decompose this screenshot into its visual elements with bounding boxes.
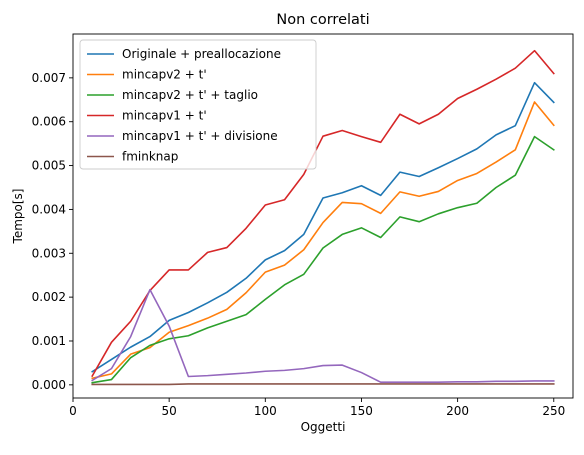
series-line-3 <box>91 135 555 384</box>
y-tick-label: 0.004 <box>32 202 66 216</box>
series-line-1 <box>91 81 555 373</box>
y-axis-title: Tempo[s] <box>11 189 25 245</box>
y-axis: 0.000 0.001 0.002 0.003 0.004 0.005 0.006 0.007 <box>32 71 73 392</box>
x-tick-label: 150 <box>350 404 373 418</box>
y-tick-label: 0.002 <box>32 290 66 304</box>
y-tick-label: 0.000 <box>32 378 66 392</box>
series-line-4 <box>91 49 555 378</box>
y-tick-label: 0.003 <box>32 246 66 260</box>
legend-box <box>79 39 317 170</box>
legend-label-4: mincapv1 + t' <box>122 109 207 123</box>
legend-label-2: mincapv2 + t' <box>122 68 207 82</box>
series-lines <box>91 49 555 386</box>
series-line-2 <box>91 101 555 380</box>
legend-label-5: mincapv1 + t' + divisione <box>122 129 278 143</box>
legend: Originale + preallocazione mincapv2 + t' m… <box>79 39 317 170</box>
x-tick-label: 100 <box>254 404 277 418</box>
chart-title: Non correlati <box>276 12 369 28</box>
legend-label-6: fminknap <box>122 150 178 164</box>
series-line-5 <box>91 288 555 384</box>
x-tick-label: 0 <box>69 404 77 418</box>
plot-area <box>72 33 574 399</box>
y-tick-label: 0.005 <box>32 159 66 173</box>
x-tick-label: 200 <box>446 404 469 418</box>
y-tick-label: 0.007 <box>32 71 66 85</box>
y-tick-label: 0.006 <box>32 115 66 129</box>
legend-label-3: mincapv2 + t' + taglio <box>122 88 258 102</box>
x-tick-label: 250 <box>542 404 565 418</box>
x-axis-title: Oggetti <box>301 420 346 434</box>
x-tick-label: 50 <box>162 404 177 418</box>
plot-frame <box>72 33 574 399</box>
legend-label-1: Originale + preallocazione <box>122 47 281 61</box>
y-tick-label: 0.001 <box>32 334 66 348</box>
x-axis: 0 50 100 150 200 250 <box>69 398 565 418</box>
